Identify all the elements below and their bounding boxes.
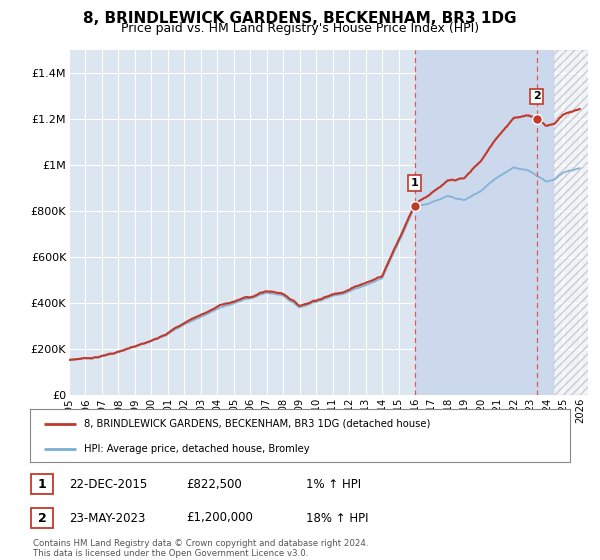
Text: 8, BRINDLEWICK GARDENS, BECKENHAM, BR3 1DG: 8, BRINDLEWICK GARDENS, BECKENHAM, BR3 1… (83, 11, 517, 26)
Text: HPI: Average price, detached house, Bromley: HPI: Average price, detached house, Brom… (84, 444, 310, 454)
Text: 22-DEC-2015: 22-DEC-2015 (69, 478, 147, 491)
Bar (554, 50, 596, 395)
Text: 1: 1 (410, 178, 418, 188)
Text: 2: 2 (533, 91, 541, 101)
Text: 18% ↑ HPI: 18% ↑ HPI (306, 511, 368, 525)
Text: 2: 2 (38, 511, 46, 525)
Text: 23-MAY-2023: 23-MAY-2023 (69, 511, 145, 525)
Bar (415, 50, 554, 395)
Text: 1: 1 (38, 478, 46, 491)
Text: Contains HM Land Registry data © Crown copyright and database right 2024.
This d: Contains HM Land Registry data © Crown c… (33, 539, 368, 558)
Text: Price paid vs. HM Land Registry's House Price Index (HPI): Price paid vs. HM Land Registry's House … (121, 22, 479, 35)
Text: £822,500: £822,500 (186, 478, 242, 491)
Text: £1,200,000: £1,200,000 (186, 511, 253, 525)
Text: 8, BRINDLEWICK GARDENS, BECKENHAM, BR3 1DG (detached house): 8, BRINDLEWICK GARDENS, BECKENHAM, BR3 1… (84, 419, 430, 429)
Text: 1% ↑ HPI: 1% ↑ HPI (306, 478, 361, 491)
